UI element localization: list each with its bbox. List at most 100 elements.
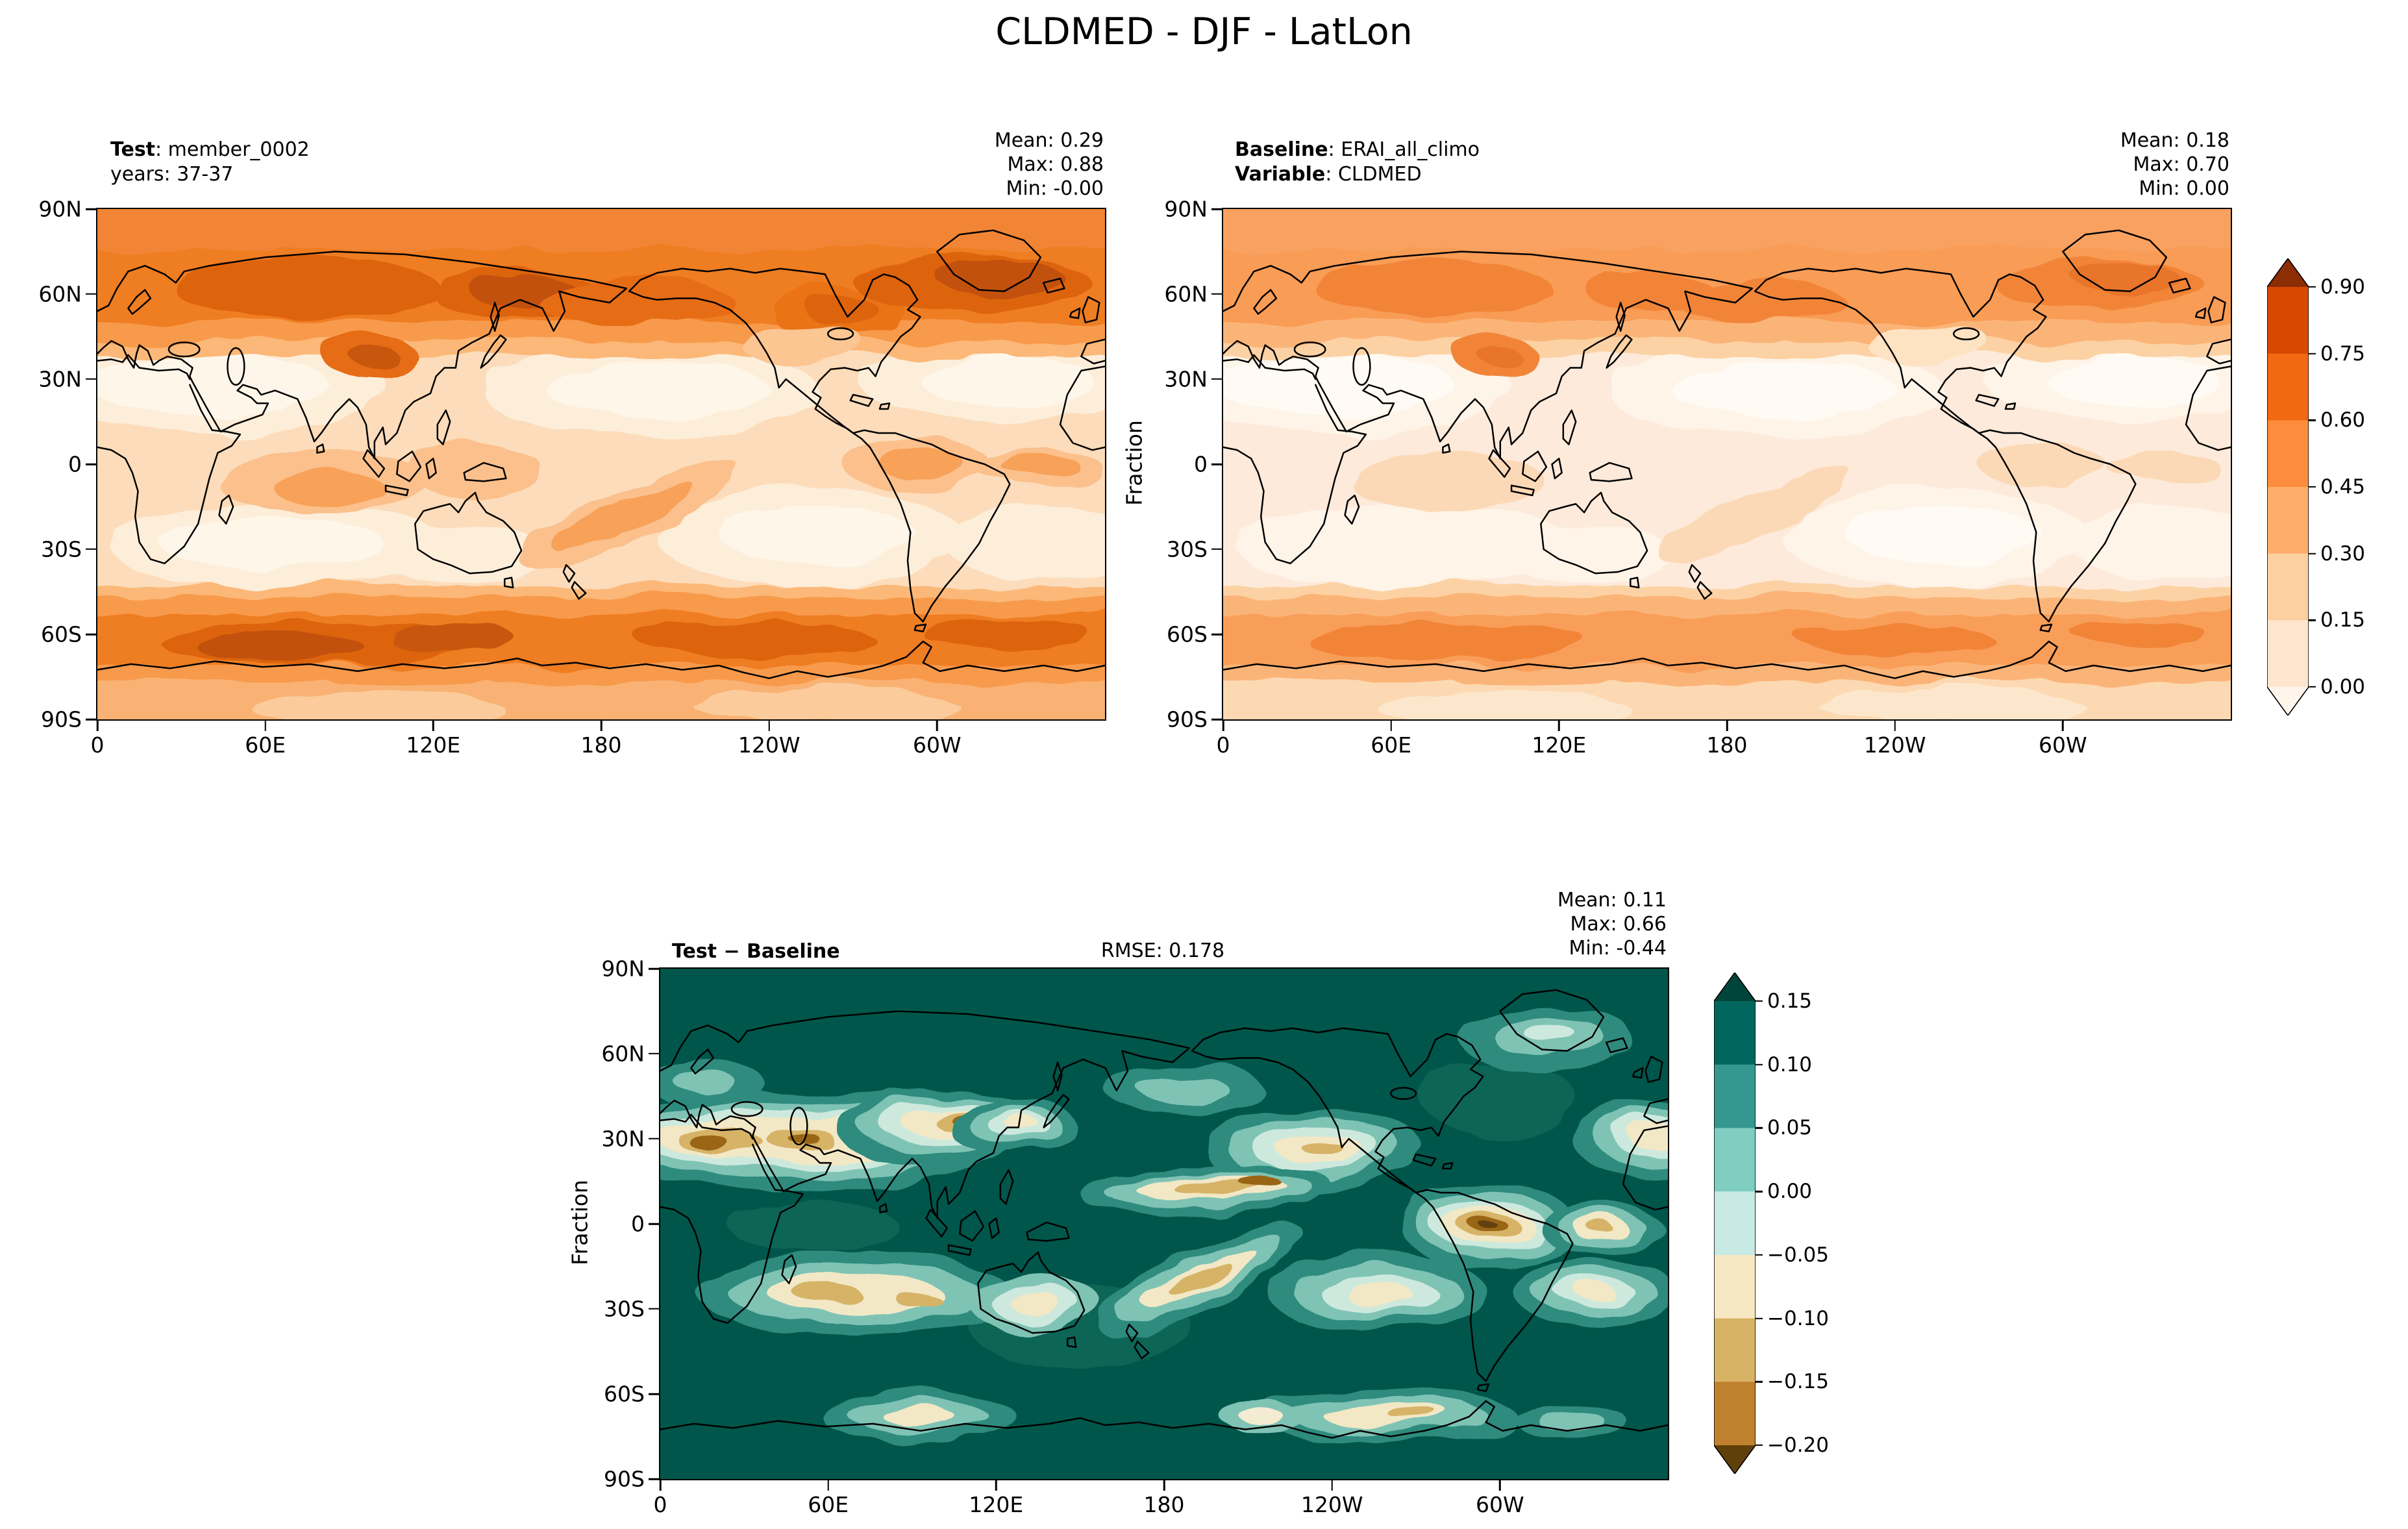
variable-key: Variable bbox=[1235, 163, 1326, 186]
diff-panel-stats: Mean: 0.11 Max: 0.66 Min: -0.44 bbox=[1558, 888, 1667, 960]
colorbar-tick-label: 0.10 bbox=[1767, 1052, 1813, 1076]
axis-tick bbox=[649, 967, 659, 970]
test-value: : member_0002 bbox=[155, 138, 310, 161]
colorbar-tick-label: 0.60 bbox=[2320, 408, 2366, 432]
lon-tick-label: 120E bbox=[406, 732, 461, 758]
lat-tick-label: 30S bbox=[604, 1296, 645, 1322]
colorbar-tickmark bbox=[1756, 1381, 1763, 1383]
colorbar-tickmark bbox=[2309, 553, 2316, 554]
lat-tick-label: 60N bbox=[1164, 281, 1208, 307]
axis-tick bbox=[649, 1478, 659, 1480]
test-header-years: years: 37-37 bbox=[110, 163, 234, 186]
axis-tick bbox=[1211, 208, 1222, 210]
lon-tick-label: 120E bbox=[1532, 732, 1587, 758]
baseline-panel-header: Baseline: ERAI_all_climo Variable: CLDME… bbox=[1235, 138, 1480, 187]
colorbar-tick-label: −0.20 bbox=[1767, 1434, 1829, 1457]
colorbar-tick-label: −0.05 bbox=[1767, 1243, 1829, 1267]
lat-tick-label: 90N bbox=[601, 956, 645, 982]
axis-tick bbox=[86, 208, 96, 210]
test-panel-header: Test: member_0002 years: 37-37 bbox=[110, 138, 310, 187]
lat-tick-label: 90S bbox=[604, 1466, 645, 1492]
test-panel-stats: Mean: 0.29 Max: 0.88 Min: -0.00 bbox=[995, 129, 1104, 201]
lat-tick-label: 30N bbox=[601, 1126, 645, 1152]
lon-tick-label: 60W bbox=[913, 732, 962, 758]
lat-tick-label: 60S bbox=[1167, 621, 1208, 647]
axis-tick bbox=[768, 721, 770, 731]
lat-tick-label: 60S bbox=[41, 621, 82, 647]
lat-tick-label: 60N bbox=[38, 281, 82, 307]
stat-mean: Mean: 0.18 bbox=[2120, 129, 2229, 152]
axis-tick bbox=[659, 1480, 662, 1491]
lon-tick-label: 120W bbox=[1300, 1492, 1363, 1517]
test-key: Test bbox=[110, 138, 156, 161]
stat-max: Max: 0.66 bbox=[1570, 913, 1667, 936]
colorbar-tickmark bbox=[2309, 286, 2316, 288]
lat-tick-label: 30N bbox=[38, 366, 82, 392]
colorbar-tickmark bbox=[1756, 1127, 1763, 1129]
colorbar-tickmark bbox=[1756, 1190, 1763, 1193]
lat-tick-label: 60N bbox=[601, 1041, 645, 1067]
lat-tick-label: 0 bbox=[68, 451, 82, 477]
axis-tick bbox=[600, 721, 602, 731]
colorbar-tickmark bbox=[1756, 1000, 1763, 1002]
lat-tick-label: 90S bbox=[1167, 706, 1208, 732]
axis-tick bbox=[86, 463, 96, 466]
lon-tick-label: 60E bbox=[808, 1492, 849, 1517]
lon-tick-label: 0 bbox=[90, 732, 105, 758]
axis-tick bbox=[1211, 378, 1222, 380]
axis-tick bbox=[96, 721, 99, 731]
colorbar-tickmark bbox=[2309, 686, 2316, 688]
axis-tick bbox=[86, 548, 96, 551]
axis-tick bbox=[2062, 721, 2064, 731]
axis-tick bbox=[649, 1308, 659, 1310]
colorbar-tickmark bbox=[1756, 1317, 1763, 1319]
colorbar-tick-label: −0.10 bbox=[1767, 1306, 1829, 1330]
lat-tick-label: 60S bbox=[604, 1381, 645, 1407]
figure-title: CLDMED - DJF - LatLon bbox=[995, 10, 1413, 53]
stat-min: Min: -0.00 bbox=[1006, 177, 1104, 200]
difference-map bbox=[660, 969, 1668, 1479]
lon-tick-label: 0 bbox=[1216, 732, 1230, 758]
colorbar-tick-label: 0.00 bbox=[1767, 1180, 1813, 1204]
axis-tick bbox=[1558, 721, 1560, 731]
lon-tick-label: 0 bbox=[653, 1492, 667, 1517]
stat-min: Min: 0.00 bbox=[2139, 177, 2229, 200]
axis-tick bbox=[649, 1137, 659, 1140]
axis-tick bbox=[827, 1480, 829, 1491]
axis-tick bbox=[432, 721, 434, 731]
axis-tick bbox=[264, 721, 266, 731]
colorbar-tick-label: 0.00 bbox=[2320, 675, 2366, 699]
lon-tick-label: 60E bbox=[1371, 732, 1412, 758]
colorbar-tick-label: 0.15 bbox=[2320, 608, 2366, 632]
axis-tick bbox=[649, 1052, 659, 1055]
axis-tick bbox=[649, 1393, 659, 1395]
colorbar-tickmark bbox=[1756, 1063, 1763, 1065]
lat-tick-label: 30N bbox=[1164, 366, 1208, 392]
axis-tick bbox=[1211, 718, 1222, 721]
lon-tick-label: 120E bbox=[969, 1492, 1024, 1517]
lon-tick-label: 120W bbox=[738, 732, 801, 758]
lat-tick-label: 90N bbox=[1164, 196, 1208, 222]
axis-tick bbox=[86, 633, 96, 636]
lon-tick-label: 60W bbox=[2039, 732, 2087, 758]
diff-panel-header: Test − Baseline bbox=[672, 939, 840, 964]
stat-mean: Mean: 0.11 bbox=[1557, 889, 1667, 912]
colorbar-tick-label: 0.75 bbox=[2320, 342, 2366, 366]
difference-map-frame: 90N 60N 30N 0 30S 60S 90S 0 60E 120E 180… bbox=[601, 956, 1669, 1517]
test-header-line1: Test: member_0002 bbox=[110, 138, 310, 162]
colorbar-tick-label: 0.05 bbox=[1767, 1116, 1813, 1140]
lon-tick-label: 180 bbox=[580, 732, 622, 758]
stat-min: Min: -0.44 bbox=[1569, 937, 1667, 960]
lon-tick-label: 180 bbox=[1706, 732, 1748, 758]
axis-tick bbox=[649, 1223, 659, 1225]
baseline-header-line1: Baseline: ERAI_all_climo bbox=[1235, 138, 1480, 162]
colorbar-tick-label: 0.15 bbox=[1767, 989, 1813, 1013]
lat-tick-label: 0 bbox=[1194, 451, 1208, 477]
baseline-map-frame: 90N 60N 30N 0 30S 60S 90S 0 60E 120E 180… bbox=[1164, 197, 2232, 758]
variable-value: : CLDMED bbox=[1325, 163, 1422, 186]
axis-tick bbox=[86, 293, 96, 295]
stat-mean: Mean: 0.29 bbox=[994, 129, 1104, 152]
colorbar-tickmark bbox=[2309, 619, 2316, 621]
baseline-map bbox=[1223, 209, 2231, 719]
axis-tick bbox=[1726, 721, 1728, 731]
